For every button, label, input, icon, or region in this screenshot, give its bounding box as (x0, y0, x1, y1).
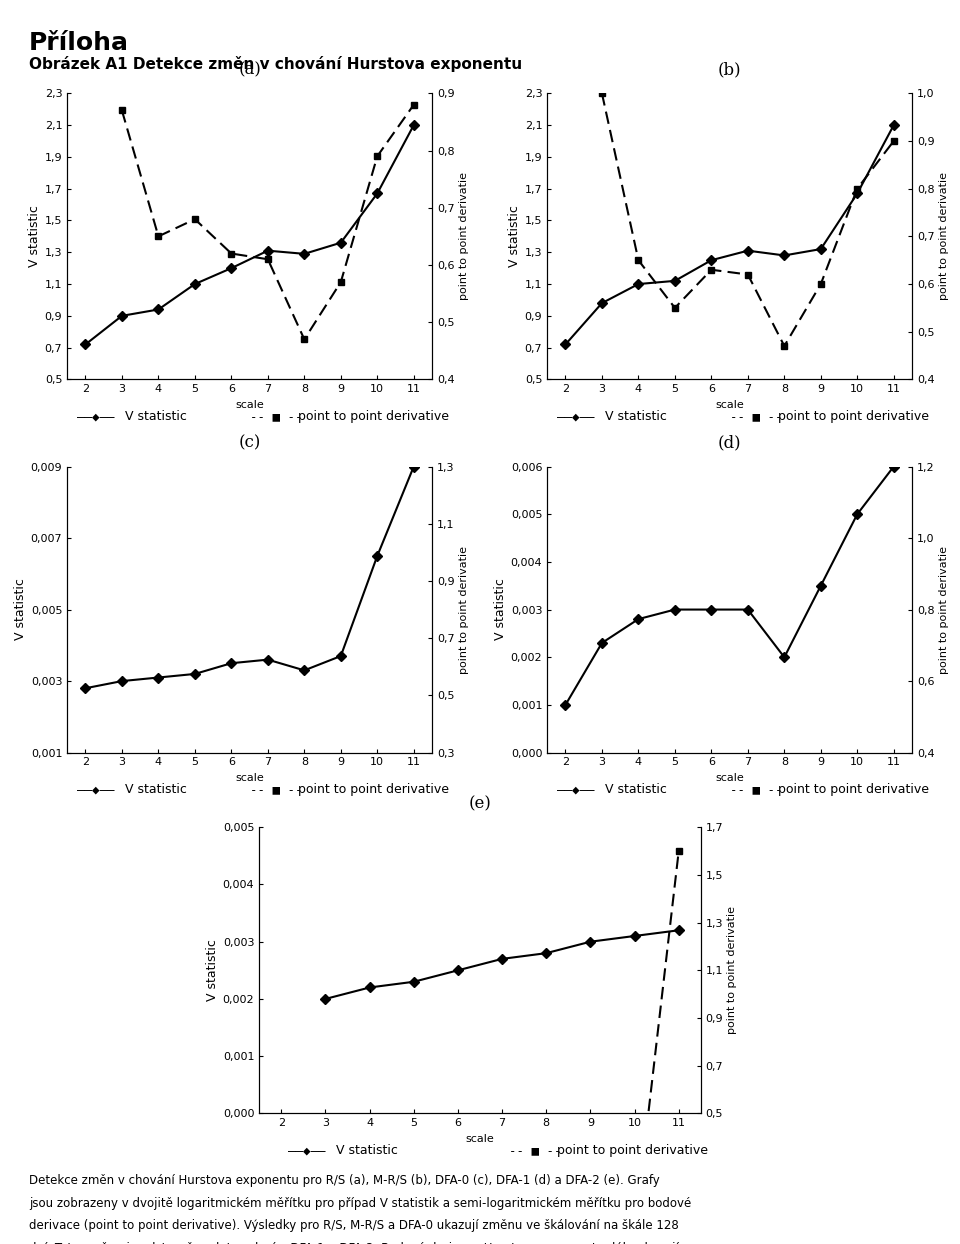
Text: ——◆——: ——◆—— (77, 784, 114, 796)
Text: dní. Tato změna je odstraněna detrendací u DFA-1 a DFA-2. Bodové derivace Hursto: dní. Tato změna je odstraněna detrendací… (29, 1242, 683, 1244)
Text: point to point derivative: point to point derivative (557, 1144, 708, 1157)
Text: (a): (a) (238, 61, 261, 78)
Text: -- ■ --: -- ■ -- (250, 784, 302, 796)
Y-axis label: V statistic: V statistic (493, 578, 507, 641)
Text: ——◆——: ——◆—— (77, 411, 114, 423)
Text: -- ■ --: -- ■ -- (730, 784, 782, 796)
Text: -- ■ --: -- ■ -- (509, 1144, 562, 1157)
X-axis label: scale: scale (715, 773, 744, 782)
Text: Příloha: Příloha (29, 31, 129, 55)
Text: V statistic: V statistic (125, 784, 186, 796)
Y-axis label: point to point derivatie: point to point derivatie (459, 173, 468, 300)
Y-axis label: point to point derivatie: point to point derivatie (939, 173, 948, 300)
Text: (d): (d) (718, 434, 741, 452)
X-axis label: scale: scale (235, 773, 264, 782)
X-axis label: scale: scale (715, 399, 744, 409)
Text: (b): (b) (718, 61, 741, 78)
Text: ——◆——: ——◆—— (557, 411, 594, 423)
Text: V statistic: V statistic (125, 411, 186, 423)
Y-axis label: point to point derivatie: point to point derivatie (939, 546, 948, 673)
Text: Obrázek A1 Detekce změn v chování Hurstova exponentu: Obrázek A1 Detekce změn v chování Hursto… (29, 56, 522, 72)
Text: point to point derivative: point to point derivative (298, 411, 448, 423)
Y-axis label: V statistic: V statistic (13, 578, 27, 641)
Text: -- ■ --: -- ■ -- (250, 411, 302, 423)
Text: (e): (e) (468, 795, 492, 812)
Text: -- ■ --: -- ■ -- (730, 411, 782, 423)
Text: point to point derivative: point to point derivative (298, 784, 448, 796)
Y-axis label: point to point derivatie: point to point derivatie (459, 546, 468, 673)
Text: derivace (point to point derivative). Výsledky pro R/S, M-R/S a DFA-0 ukazují zm: derivace (point to point derivative). Vý… (29, 1219, 679, 1232)
Y-axis label: V statistic: V statistic (205, 939, 219, 1001)
Y-axis label: V statistic: V statistic (28, 205, 40, 267)
Text: Detekce změn v chování Hurstova exponentu pro R/S (a), M-R/S (b), DFA-0 (c), DFA: Detekce změn v chování Hurstova exponent… (29, 1174, 660, 1187)
Text: ——◆——: ——◆—— (557, 784, 594, 796)
Y-axis label: V statistic: V statistic (508, 205, 520, 267)
X-axis label: scale: scale (466, 1133, 494, 1143)
Text: point to point derivative: point to point derivative (778, 411, 928, 423)
Text: (c): (c) (238, 434, 261, 452)
Y-axis label: point to point derivatie: point to point derivatie (728, 907, 737, 1034)
Text: V statistic: V statistic (605, 411, 666, 423)
X-axis label: scale: scale (235, 399, 264, 409)
Text: V statistic: V statistic (336, 1144, 397, 1157)
Text: point to point derivative: point to point derivative (778, 784, 928, 796)
Text: ——◆——: ——◆—— (288, 1144, 325, 1157)
Text: V statistic: V statistic (605, 784, 666, 796)
Text: jsou zobrazeny v dvojitě logaritmickém měřítku pro případ V statistik a semi-log: jsou zobrazeny v dvojitě logaritmickém m… (29, 1197, 691, 1209)
